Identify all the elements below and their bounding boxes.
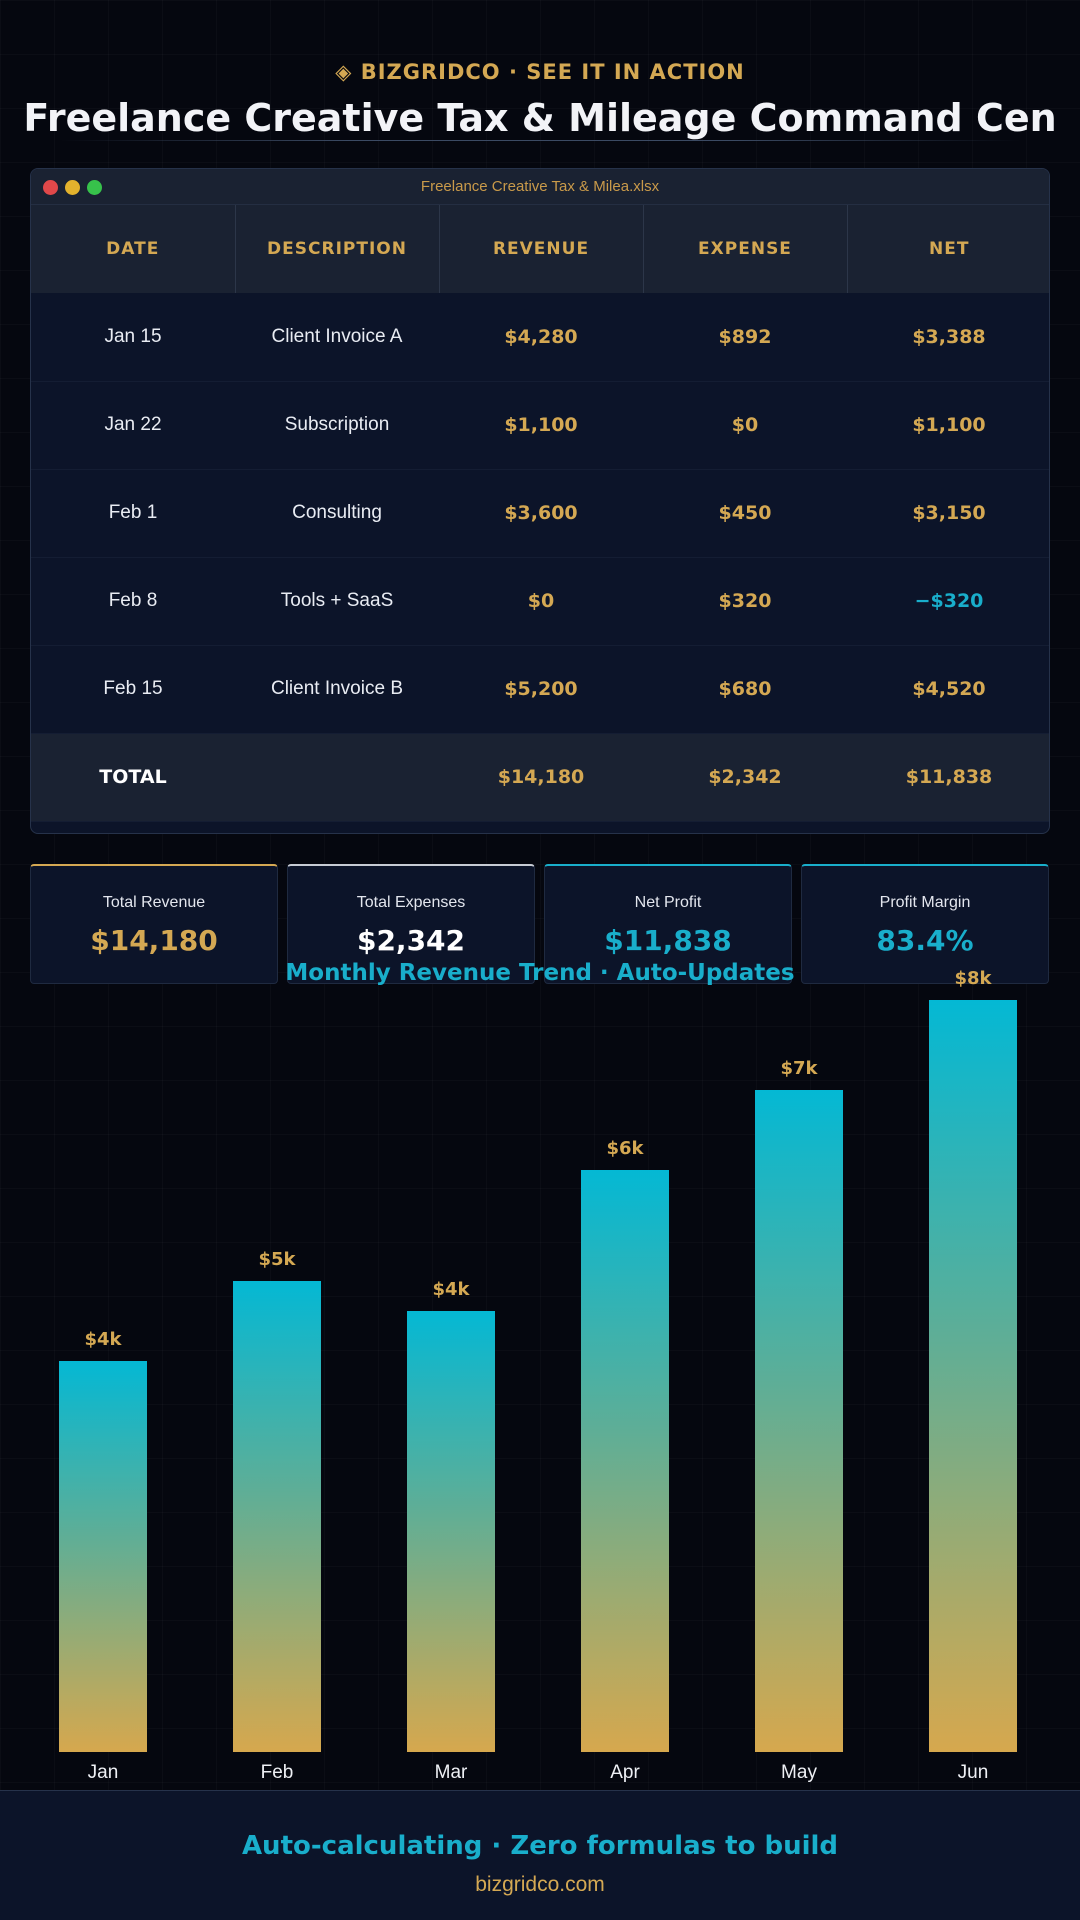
bar-jan (59, 1360, 147, 1752)
total-revenue-cell[interactable]: $14,180 (439, 733, 643, 822)
kpi-card-total-expenses: Total Expenses $2,342 (287, 864, 535, 984)
kpi-label: Profit Margin (879, 894, 971, 911)
x-tick-label: Mar (434, 1762, 468, 1783)
footer-tagline: Auto-calculating · Zero formulas to buil… (241, 1831, 839, 1861)
total-label[interactable]: TOTAL (31, 733, 235, 822)
cell-description-empty[interactable] (235, 733, 439, 822)
title-divider (60, 140, 1020, 141)
cell-net[interactable]: $3,388 (847, 293, 1049, 382)
x-tick-label: Jan (87, 1762, 119, 1783)
bar-value-label: $4k (432, 1278, 470, 1300)
column-header-net[interactable]: NET (847, 205, 1049, 293)
x-tick-label: Jun (957, 1762, 989, 1783)
bar-value-label: $5k (258, 1248, 296, 1270)
cell-net[interactable]: $1,100 (847, 381, 1049, 470)
cell-expense[interactable]: $680 (643, 645, 847, 734)
column-header-date[interactable]: DATE (31, 205, 236, 293)
kpi-label: Total Revenue (102, 894, 206, 911)
bar-mar (407, 1310, 495, 1752)
table-header-row: DATE DESCRIPTION REVENUE EXPENSE NET (31, 205, 1049, 293)
kpi-label: Total Expenses (356, 894, 466, 911)
minimize-window-icon[interactable] (65, 180, 80, 195)
kpi-value: $14,180 (90, 924, 218, 957)
total-net-cell[interactable]: $11,838 (847, 733, 1049, 822)
cell-description[interactable]: Consulting (235, 469, 439, 558)
bar-apr (581, 1170, 669, 1752)
cell-expense[interactable]: $320 (643, 557, 847, 646)
kpi-label: Net Profit (634, 894, 702, 911)
cell-net[interactable]: $3,150 (847, 469, 1049, 558)
footer: Auto-calculating · Zero formulas to buil… (0, 1790, 1080, 1920)
cell-date[interactable]: Feb 1 (31, 469, 235, 558)
bar-may (755, 1090, 843, 1752)
cell-date[interactable]: Jan 15 (31, 293, 235, 382)
column-header-description[interactable]: DESCRIPTION (235, 205, 440, 293)
table-row[interactable]: Jan 22 Subscription $1,100 $0 $1,100 (31, 381, 1049, 470)
kpi-card-total-revenue: Total Revenue $14,180 (30, 864, 278, 984)
cell-expense[interactable]: $0 (643, 381, 847, 470)
kpi-card-net-profit: Net Profit $11,838 (544, 864, 792, 984)
ledger-table: DATE DESCRIPTION REVENUE EXPENSE NET Jan… (31, 205, 1049, 822)
bar-feb (233, 1280, 321, 1752)
cell-description[interactable]: Client Invoice A (235, 293, 439, 382)
x-tick-label: May (781, 1762, 817, 1783)
cell-date[interactable]: Feb 15 (31, 645, 235, 734)
cell-description[interactable]: Client Invoice B (235, 645, 439, 734)
bar-value-label: $8k (954, 968, 992, 989)
table-row[interactable]: Feb 15 Client Invoice B $5,200 $680 $4,5… (31, 645, 1049, 734)
cell-revenue[interactable]: $0 (439, 557, 643, 646)
column-header-expense[interactable]: EXPENSE (643, 205, 848, 293)
maximize-window-icon[interactable] (87, 180, 102, 195)
bar-value-label: $7k (780, 1058, 818, 1080)
cell-revenue[interactable]: $1,100 (439, 381, 643, 470)
bar-value-label: $6k (606, 1138, 644, 1160)
brand-tagline: ◈ BIZGRIDCO · SEE IT IN ACTION (335, 60, 745, 84)
cell-net[interactable]: $4,520 (847, 645, 1049, 734)
cell-net[interactable]: −$320 (847, 557, 1049, 646)
x-tick-label: Feb (260, 1762, 294, 1783)
window-title-bar: Freelance Creative Tax & Milea.xlsx (31, 169, 1049, 205)
spreadsheet-window: Freelance Creative Tax & Milea.xlsx DATE… (30, 168, 1050, 834)
cell-date[interactable]: Jan 22 (31, 381, 235, 470)
x-tick-label: Apr (610, 1762, 640, 1783)
window-file-name: Freelance Creative Tax & Milea.xlsx (420, 178, 660, 195)
table-row[interactable]: Feb 8 Tools + SaaS $0 $320 −$320 (31, 557, 1049, 646)
cell-description[interactable]: Subscription (235, 381, 439, 470)
cell-revenue[interactable]: $5,200 (439, 645, 643, 734)
close-window-icon[interactable] (43, 180, 58, 195)
kpi-value: $2,342 (356, 924, 466, 957)
table-row[interactable]: Feb 1 Consulting $3,600 $450 $3,150 (31, 469, 1049, 558)
column-header-revenue[interactable]: REVENUE (439, 205, 644, 293)
bar-jun (929, 1000, 1017, 1752)
total-expense-cell[interactable]: $2,342 (643, 733, 847, 822)
page-title: Freelance Creative Tax & Mileage Command… (23, 96, 1057, 140)
footer-url-link[interactable]: bizgridco.com (475, 1873, 605, 1896)
bar-value-label: $4k (84, 1328, 122, 1350)
table-row[interactable]: Jan 15 Client Invoice A $4,280 $892 $3,3… (31, 293, 1049, 382)
cell-revenue[interactable]: $3,600 (439, 469, 643, 558)
cell-revenue[interactable]: $4,280 (439, 293, 643, 382)
table-total-row[interactable]: TOTAL $14,180 $2,342 $11,838 (31, 733, 1049, 822)
kpi-value: 83.4% (876, 924, 974, 957)
cell-expense[interactable]: $892 (643, 293, 847, 382)
revenue-bar-chart: $4k Jan $5k Feb $4k Mar $6k Apr $7k May $8k Jun (0, 968, 1080, 1800)
cell-expense[interactable]: $450 (643, 469, 847, 558)
cell-date[interactable]: Feb 8 (31, 557, 235, 646)
kpi-value: $11,838 (604, 924, 732, 957)
kpi-card-profit-margin: Profit Margin 83.4% (801, 864, 1049, 984)
cell-description[interactable]: Tools + SaaS (235, 557, 439, 646)
chart-title: Monthly Revenue Trend · Auto-Updates (285, 960, 795, 986)
